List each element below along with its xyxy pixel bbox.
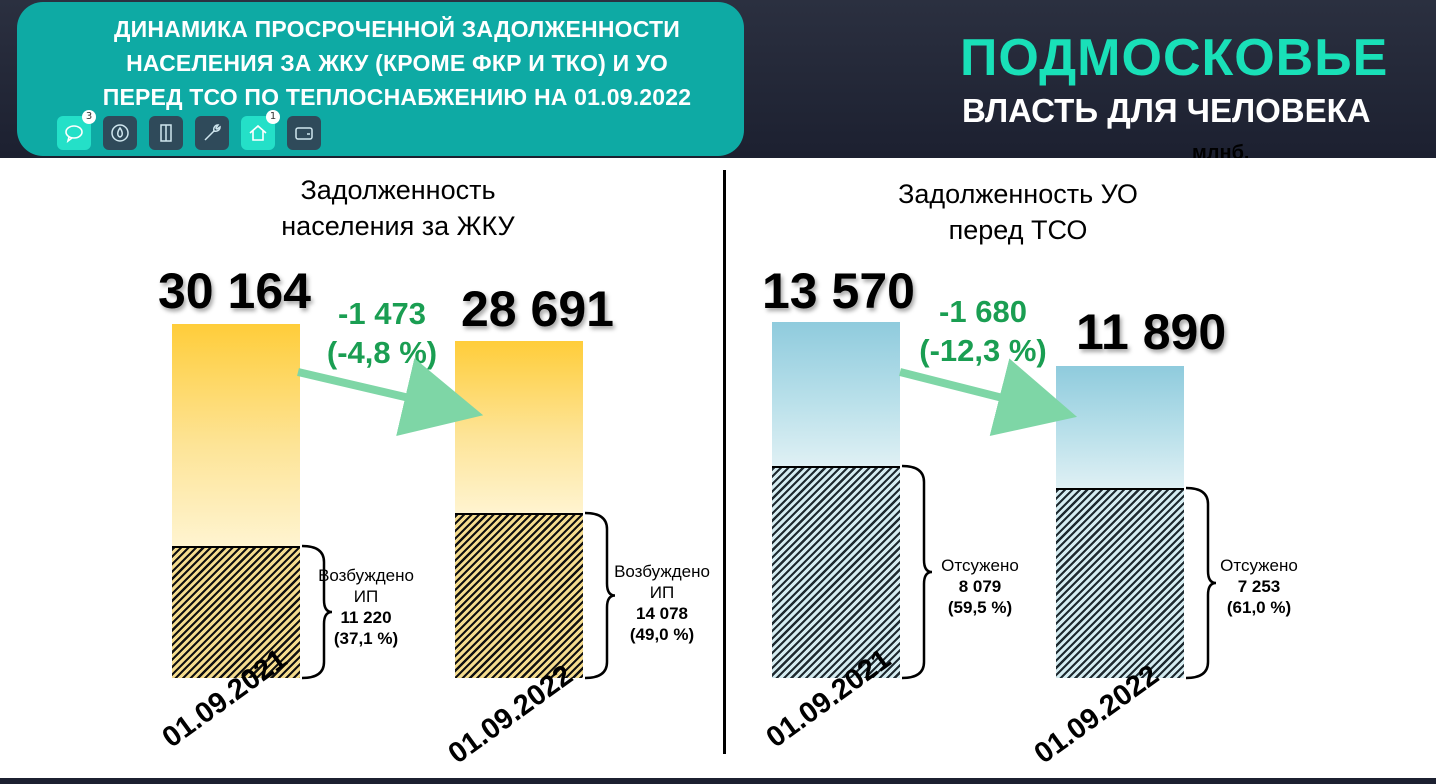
- brand-title: ПОДМОСКОВЬЕ: [960, 29, 1389, 87]
- right-change-label: -1 680 (-12,3 %): [919, 294, 1047, 368]
- wallet-button[interactable]: [287, 116, 321, 150]
- right-bar-2022-value: 11 890: [1076, 304, 1227, 360]
- right-note-2022-value: 7 253: [1237, 577, 1281, 596]
- right-bar-2021-value: 13 570: [762, 263, 915, 319]
- left-note-2021-label: Возбуждено ИП: [318, 566, 414, 606]
- left-note-2022: Возбуждено ИП 14 078 (49,0 %): [592, 561, 732, 645]
- right-bar-2021-top: [772, 322, 900, 466]
- left-panel-title: Задолженность населения за ЖКУ: [281, 175, 515, 241]
- unit-label: млнб.: [1192, 142, 1250, 158]
- left-note-2022-label: Возбуждено ИП: [614, 562, 710, 602]
- left-bar-2021-value: 30 164: [158, 263, 311, 319]
- home-button[interactable]: 1: [241, 110, 280, 150]
- left-change-arrow: [297, 358, 484, 437]
- left-bar-2021-sub: [172, 546, 300, 678]
- left-note-2022-value: 14 078: [636, 604, 688, 623]
- right-note-2022-share: (61,0 %): [1226, 598, 1292, 617]
- water-drop-icon: [111, 124, 129, 142]
- page-title: ДИНАМИКА ПРОСРОЧЕННОЙ ЗАДОЛЖЕННОСТИ НАСЕ…: [102, 16, 692, 110]
- right-bar-2021: [772, 322, 900, 678]
- tools-button[interactable]: [195, 116, 229, 150]
- door-icon: [160, 124, 172, 142]
- left-bar-2021-top: [172, 324, 300, 546]
- right-note-2021-share: (59,5 %): [947, 598, 1013, 617]
- left-bar-2022-value: 28 691: [461, 281, 614, 337]
- wrench-icon: [204, 124, 221, 141]
- right-note-2022: Отсужено 7 253 (61,0 %): [1189, 555, 1329, 618]
- toolbar: 3 1: [57, 110, 321, 152]
- left-bar-2022: [455, 341, 583, 678]
- left-note-2021-share: (37,1 %): [333, 629, 399, 648]
- left-note-2021: Возбуждено ИП 11 220 (37,1 %): [296, 565, 436, 649]
- chat-icon: [65, 125, 83, 143]
- right-panel-title: Задолженность УО перед ТСО: [898, 179, 1138, 245]
- door-button[interactable]: [149, 116, 183, 150]
- bottom-strip: [0, 778, 1436, 784]
- left-note-2021-value: 11 220: [340, 608, 392, 627]
- brand-subtitle: ВЛАСТЬ ДЛЯ ЧЕЛОВЕКА: [962, 92, 1371, 129]
- left-bar-2022-sub: [455, 513, 583, 678]
- right-note-2021-value: 8 079: [958, 577, 1002, 596]
- right-bar-2022: [1056, 366, 1184, 678]
- right-note-2021-label: Отсужено: [941, 556, 1019, 575]
- home-badge: 1: [266, 110, 280, 124]
- left-bar-2021: [172, 324, 300, 678]
- title-box: ДИНАМИКА ПРОСРОЧЕННОЙ ЗАДОЛЖЕННОСТИ НАСЕ…: [17, 2, 744, 156]
- left-bar-2022-top: [455, 341, 583, 513]
- left-note-2022-share: (49,0 %): [629, 625, 695, 644]
- home-icon: [249, 124, 267, 141]
- right-note-2021: Отсужено 8 079 (59,5 %): [910, 555, 1050, 618]
- right-bar-2021-sub: [772, 466, 900, 678]
- panel-divider: [723, 170, 726, 754]
- chat-badge: 3: [82, 110, 96, 124]
- left-change-label: -1 473 (-4,8 %): [326, 296, 438, 370]
- wallet-icon: [295, 127, 313, 140]
- water-button[interactable]: [103, 116, 137, 150]
- right-note-2022-label: Отсужено: [1220, 556, 1298, 575]
- right-change-arrow: [899, 358, 1078, 436]
- chat-button[interactable]: 3: [57, 110, 96, 150]
- right-bar-2022-sub: [1056, 488, 1184, 678]
- right-bar-2022-top: [1056, 366, 1184, 488]
